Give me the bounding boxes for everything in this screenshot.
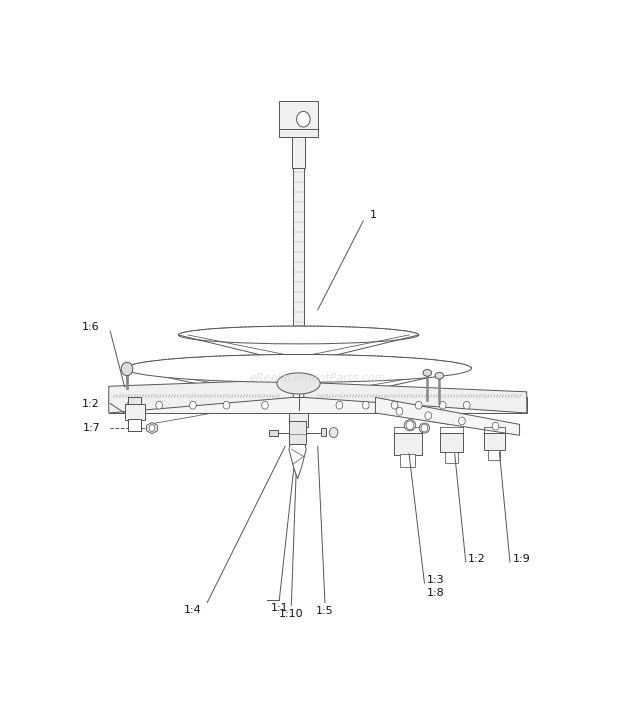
- Text: 1:4: 1:4: [184, 605, 202, 615]
- Circle shape: [406, 421, 414, 430]
- Circle shape: [329, 427, 338, 437]
- Bar: [128, 397, 141, 403]
- Circle shape: [459, 417, 465, 425]
- Circle shape: [122, 362, 133, 376]
- Ellipse shape: [125, 355, 471, 382]
- Ellipse shape: [423, 369, 432, 376]
- Bar: [280, 101, 318, 137]
- Ellipse shape: [404, 420, 416, 431]
- Circle shape: [336, 401, 343, 409]
- Polygon shape: [304, 382, 527, 413]
- Bar: [290, 421, 306, 444]
- Ellipse shape: [419, 423, 430, 433]
- Circle shape: [296, 111, 310, 127]
- Bar: [268, 430, 278, 437]
- Ellipse shape: [179, 326, 418, 344]
- Circle shape: [415, 401, 422, 409]
- Circle shape: [127, 401, 134, 409]
- Circle shape: [223, 401, 230, 409]
- Circle shape: [425, 412, 432, 420]
- Circle shape: [396, 408, 403, 415]
- Bar: [394, 432, 422, 455]
- Text: 1:2: 1:2: [82, 398, 100, 408]
- Text: 1: 1: [370, 210, 376, 220]
- Text: 1:5: 1:5: [316, 606, 334, 616]
- Polygon shape: [108, 379, 293, 413]
- Bar: [400, 455, 415, 467]
- Text: 1:1: 1:1: [270, 603, 288, 613]
- Bar: [321, 428, 326, 437]
- Circle shape: [149, 425, 155, 432]
- Circle shape: [262, 401, 268, 409]
- Bar: [108, 397, 527, 413]
- Bar: [292, 137, 305, 168]
- Text: 1:8: 1:8: [427, 588, 445, 598]
- Text: 1:7: 1:7: [83, 423, 101, 433]
- Bar: [445, 452, 458, 463]
- Text: 1:10: 1:10: [279, 609, 304, 619]
- Circle shape: [156, 401, 162, 409]
- Ellipse shape: [435, 372, 444, 379]
- Bar: [489, 450, 500, 460]
- Polygon shape: [146, 423, 157, 434]
- Bar: [293, 168, 304, 335]
- Circle shape: [391, 401, 398, 409]
- Circle shape: [363, 401, 369, 409]
- Bar: [128, 419, 141, 432]
- Circle shape: [440, 401, 446, 409]
- Circle shape: [421, 424, 428, 432]
- Text: 1:9: 1:9: [512, 554, 530, 564]
- Bar: [290, 413, 308, 427]
- Text: 1:6: 1:6: [82, 321, 100, 332]
- Bar: [484, 432, 505, 450]
- Circle shape: [463, 401, 470, 409]
- Polygon shape: [376, 397, 520, 435]
- Polygon shape: [289, 444, 306, 479]
- Text: 1:2: 1:2: [468, 554, 486, 564]
- Bar: [125, 403, 145, 420]
- Circle shape: [492, 422, 499, 430]
- Text: eReplacementParts.com: eReplacementParts.com: [250, 373, 386, 383]
- Bar: [440, 432, 463, 452]
- Circle shape: [190, 401, 196, 409]
- Text: 1:3: 1:3: [427, 576, 445, 585]
- Ellipse shape: [277, 373, 320, 394]
